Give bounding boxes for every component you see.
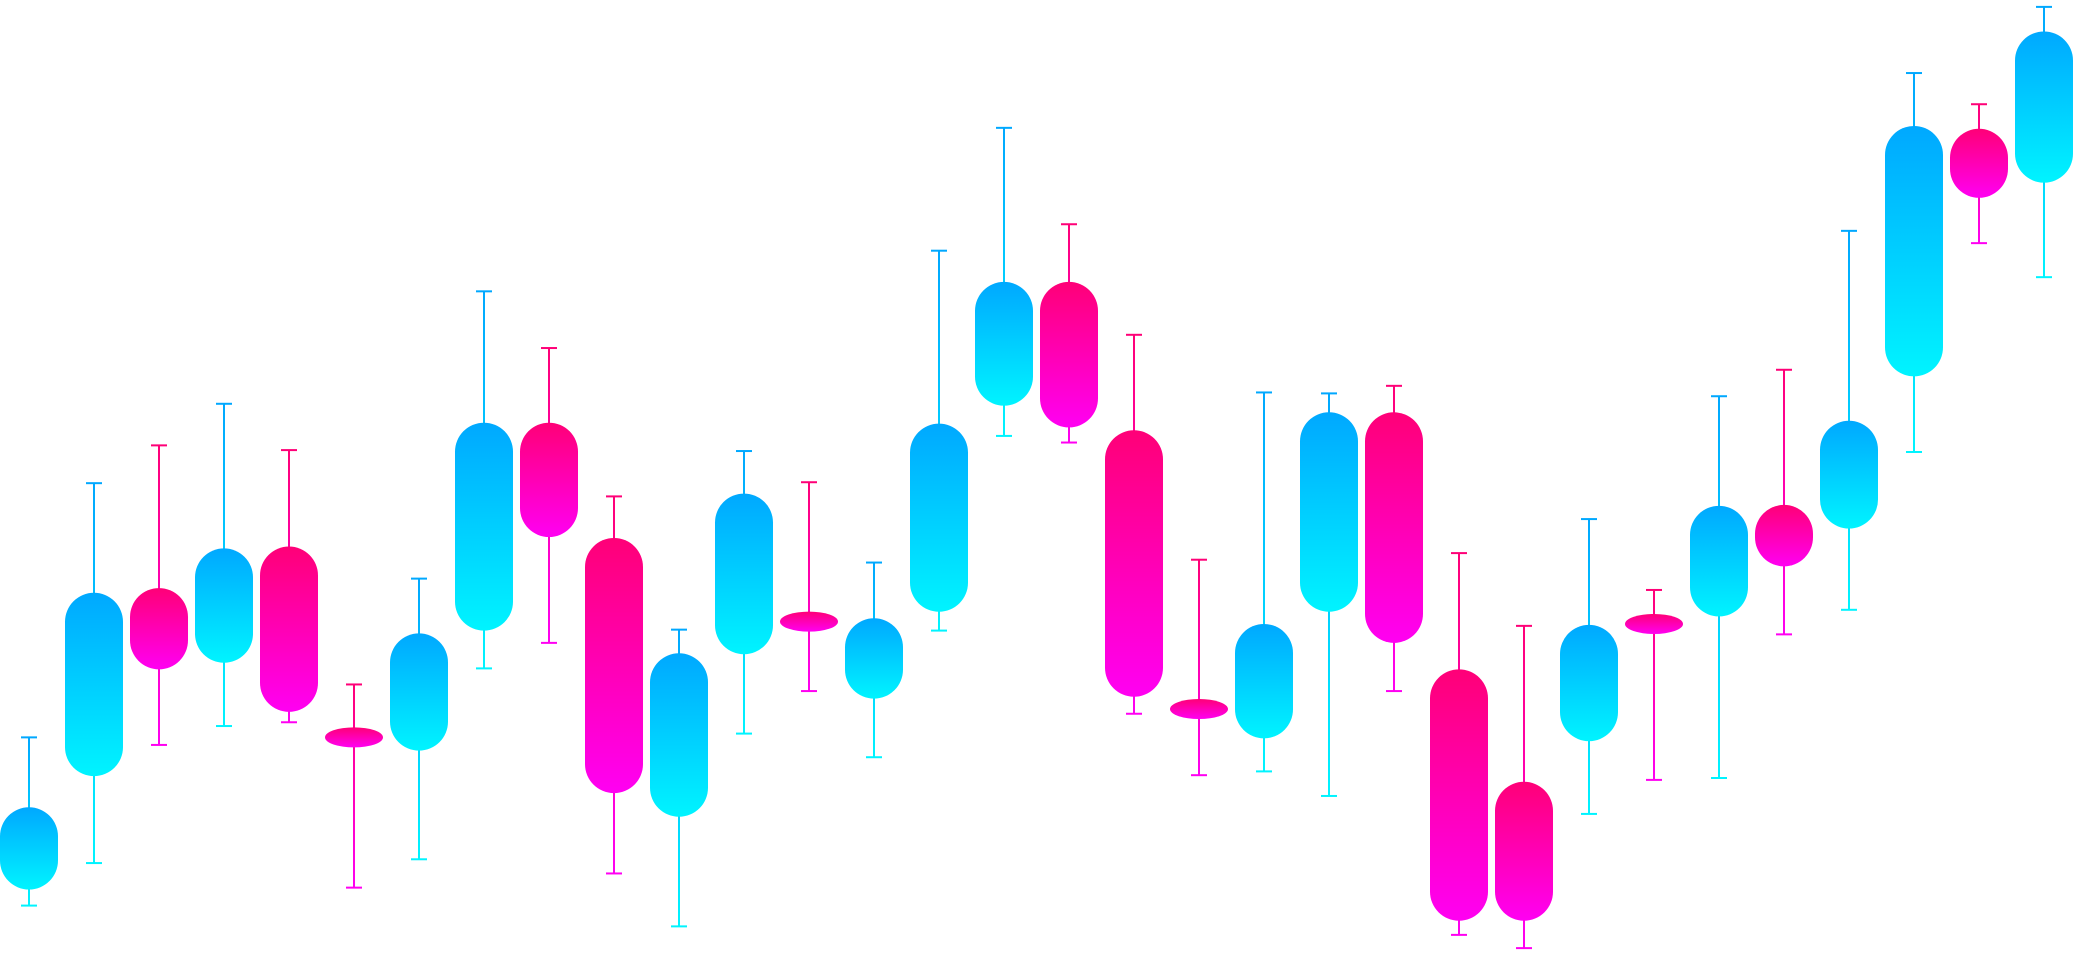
- bullish-candle-body: [65, 593, 123, 776]
- bullish-candle-body: [975, 282, 1033, 406]
- bullish-candle-body: [0, 807, 58, 889]
- bullish-candle-body: [1560, 625, 1618, 741]
- bullish-candle-body: [195, 548, 253, 662]
- bearish-candle-body: [1755, 505, 1813, 566]
- bullish-candle-body: [1690, 506, 1748, 617]
- bullish-candle-body: [1300, 412, 1358, 611]
- bearish-candle-body: [1430, 669, 1488, 920]
- bearish-candle-body: [325, 727, 383, 747]
- bearish-candle-body: [1495, 782, 1553, 921]
- bearish-candle-body: [1105, 430, 1163, 696]
- bearish-candle-body: [1040, 282, 1098, 428]
- bearish-candle-body: [130, 588, 188, 669]
- bullish-candle-body: [910, 424, 968, 612]
- bullish-candle-body: [845, 618, 903, 698]
- bullish-candle-body: [1235, 624, 1293, 738]
- bearish-candle-body: [1950, 129, 2008, 198]
- bearish-candle-body: [1625, 614, 1683, 634]
- bullish-candle-body: [715, 494, 773, 655]
- bullish-candle-body: [2015, 31, 2073, 182]
- bearish-candle-body: [260, 546, 318, 711]
- bearish-candle-body: [780, 612, 838, 632]
- bullish-candle-body: [1820, 421, 1878, 529]
- wick-layer: [21, 7, 2052, 948]
- bullish-candle-body: [455, 423, 513, 631]
- bearish-candle-body: [585, 538, 643, 793]
- bullish-candle-body: [650, 653, 708, 816]
- bearish-candle-body: [1365, 412, 1423, 643]
- bullish-candle-body: [1885, 126, 1943, 376]
- bearish-candle-body: [520, 423, 578, 537]
- bearish-candle-body: [1170, 699, 1228, 719]
- bullish-candle-body: [390, 633, 448, 750]
- body-layer: [0, 31, 2073, 920]
